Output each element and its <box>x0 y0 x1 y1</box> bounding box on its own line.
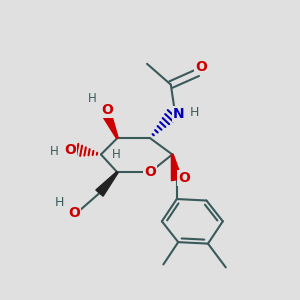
Text: N: N <box>173 107 184 121</box>
Text: O: O <box>144 165 156 179</box>
Text: H: H <box>88 92 96 105</box>
Text: H: H <box>111 148 120 161</box>
Text: O: O <box>64 143 76 157</box>
Text: H: H <box>50 145 58 158</box>
Text: O: O <box>178 171 190 185</box>
Text: H: H <box>55 196 64 209</box>
Polygon shape <box>101 109 118 139</box>
Polygon shape <box>171 154 182 181</box>
Polygon shape <box>96 172 118 196</box>
Text: O: O <box>195 60 207 74</box>
Text: O: O <box>101 103 113 117</box>
Text: O: O <box>68 206 80 220</box>
Text: H: H <box>190 106 199 119</box>
